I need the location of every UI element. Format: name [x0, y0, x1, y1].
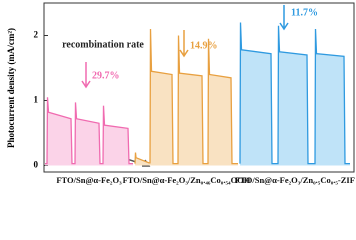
- y-tick-label: 0: [34, 160, 39, 170]
- area: [135, 29, 238, 166]
- annotation: recombination rate: [62, 39, 144, 50]
- annotation: 14.9%: [190, 40, 218, 51]
- arrow: [179, 30, 189, 58]
- y-tick-label: 1: [34, 95, 39, 105]
- arrow: [279, 5, 289, 31]
- chart: Photocurrent density (mA/cm²) recombinat…: [6, 2, 355, 185]
- line: [239, 22, 350, 165]
- line: [134, 28, 238, 165]
- annotation: 29.7%: [92, 70, 120, 81]
- legend-label: FTO/Sn@α-Fe₂O₃/Zn₀.₄₆Co₀.₅₄OOH: [123, 175, 251, 185]
- arrow: [81, 62, 91, 89]
- legend-label: FTO/Sn@α-Fe₂O₃/Zn₀.₅Co₀.₅-ZIF: [235, 175, 355, 185]
- plot-frame: [43, 2, 355, 173]
- annotation: 11.7%: [291, 7, 318, 18]
- y-axis-label: Photocurrent density (mA/cm²): [6, 28, 16, 148]
- area: [45, 97, 133, 166]
- area: [240, 22, 350, 166]
- line: [45, 97, 133, 165]
- legend-label: FTO/Sn@α-Fe₂O₃: [56, 175, 122, 185]
- y-tick-label: 2: [34, 30, 39, 40]
